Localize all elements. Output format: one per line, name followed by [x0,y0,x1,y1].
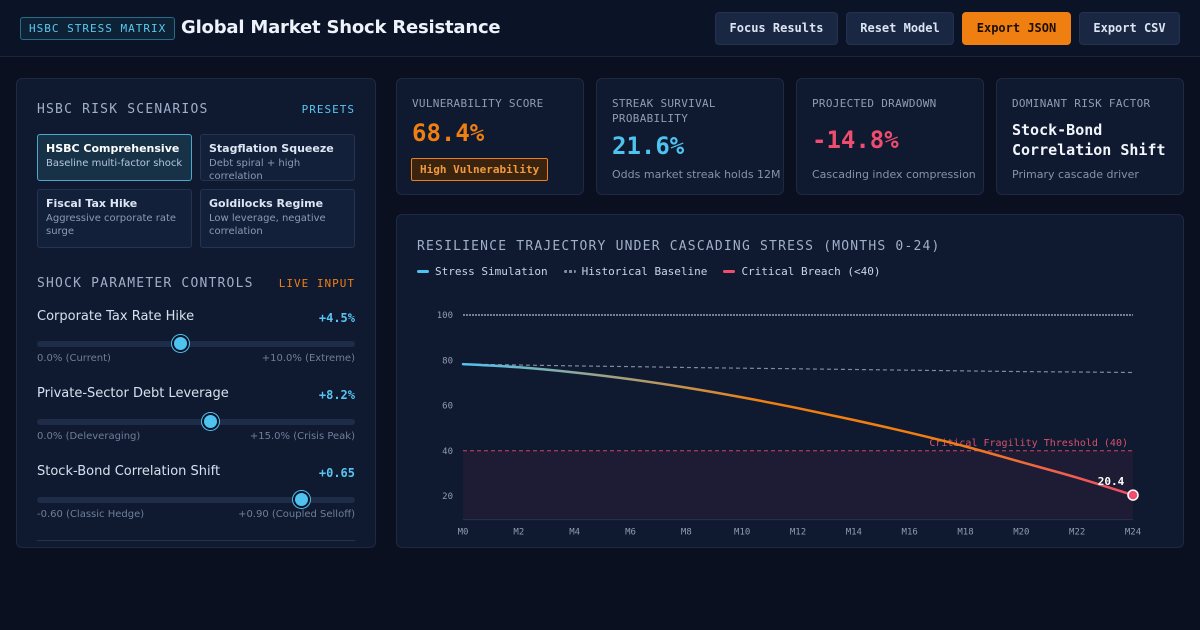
debt-leverage-slider[interactable] [37,413,355,430]
preset-fiscal-tax-hike[interactable]: Fiscal Tax Hike Aggressive corporate rat… [37,189,192,248]
tax-hike-label: Corporate Tax Rate Hike [37,309,195,324]
legend-baseline: Historical Baseline [563,265,708,278]
x-tick-label: M6 [625,528,636,538]
preset-goldilocks-regime[interactable]: Goldilocks Regime Low leverage, negative… [200,189,355,248]
correlation-shift-min: -0.60 (Classic Hedge) [37,509,145,520]
x-tick-label: M16 [902,528,918,538]
legend-critical: Critical Breach (<40) [723,265,881,278]
legend-label: Stress Simulation [435,265,548,278]
survival-card: STREAK SURVIVAL PROBABILITY 21.6% Odds m… [596,78,784,195]
x-tick-label: M20 [1013,528,1029,538]
live-input-tag: LIVE INPUT [278,277,355,290]
x-tick-label: M8 [681,528,692,538]
legend-label: Critical Breach (<40) [741,265,881,278]
correlation-shift-slider[interactable] [37,491,355,508]
chart-title: RESILIENCE TRAJECTORY UNDER CASCADING ST… [417,239,941,254]
y-tick-label: 80 [442,356,453,366]
tax-hike-slider-thumb[interactable] [171,335,189,352]
x-tick-label: M14 [846,528,862,538]
vulnerability-label: VULNERABILITY SCORE [412,97,544,110]
x-tick-label: M2 [513,528,524,538]
survival-value: 21.6% [612,132,685,160]
legend-swatch-baseline [563,270,576,273]
y-tick-label: 40 [442,447,453,457]
debt-leverage-min: 0.0% (Deleveraging) [37,431,141,442]
export-json-button[interactable]: Export JSON [962,12,1071,45]
x-tick-label: M10 [734,528,750,538]
legend-swatch-critical [723,270,736,273]
preset-title: Fiscal Tax Hike [46,197,138,210]
x-tick-label: M4 [569,528,580,538]
preset-title: HSBC Comprehensive [46,142,180,155]
legend-stress: Stress Simulation [417,265,548,278]
preset-desc: Aggressive corporate rate surge [46,213,177,237]
y-tick-label: 60 [442,402,453,412]
preset-stagflation-squeeze[interactable]: Stagflation Squeeze Debt spiral + high c… [200,134,355,182]
trajectory-chart: Critical Fragility Threshold (40) 100 80 60… [437,311,1141,538]
focus-results-button[interactable]: Focus Results [715,12,838,45]
y-tick-label: 20 [442,492,453,502]
risk-factor-card: DOMINANT RISK FACTOR Stock-Bond Correlat… [996,78,1184,195]
tax-hike-value: +4.5% [318,311,355,325]
debt-leverage-value: +8.2% [318,388,355,402]
x-tick-label: M22 [1069,528,1085,538]
debt-leverage-label: Private-Sector Debt Leverage [37,386,229,401]
reset-model-button[interactable]: Reset Model [846,12,954,45]
export-csv-button[interactable]: Export CSV [1079,12,1180,45]
threshold-label: Critical Fragility Threshold (40) [929,438,1128,449]
controls-heading: SHOCK PARAMETER CONTROLS [37,276,254,291]
correlation-shift-slider-thumb[interactable] [293,491,311,508]
preset-hsbc-comprehensive[interactable]: HSBC Comprehensive Baseline multi-factor… [37,134,192,181]
correlation-shift-max: +0.90 (Coupled Selloff) [238,509,355,520]
vulnerability-card: VULNERABILITY SCORE 68.4% High Vulnerabi… [396,78,584,195]
control-panel: HSBC RISK SCENARIOS PRESETS HSBC Compreh… [16,78,376,548]
vulnerability-value: 68.4% [412,119,485,147]
top-bar: HSBC STRESS MATRIX Global Market Shock R… [0,0,1200,57]
survival-label: STREAK SURVIVAL PROBABILITY [612,97,716,125]
drawdown-label: PROJECTED DRAWDOWN [812,97,937,110]
presets-tag: PRESETS [301,103,355,116]
correlation-shift-value: +0.65 [318,466,355,480]
x-tick-label: M24 [1125,528,1141,538]
tax-hike-max: +10.0% (Extreme) [261,353,355,364]
tax-hike-min: 0.0% (Current) [37,353,111,364]
page-title: Global Market Shock Resistance [181,17,501,38]
debt-leverage-max: +15.0% (Crisis Peak) [249,431,355,442]
critical-zone [463,450,1133,520]
correlation-shift-label: Stock-Bond Correlation Shift [37,464,221,479]
preset-desc: Baseline multi-factor shock [46,158,183,169]
legend-label: Historical Baseline [581,265,708,278]
preset-title: Stagflation Squeeze [209,142,334,155]
brand-badge: HSBC STRESS MATRIX [20,17,176,40]
preset-desc: Low leverage, negative correlation [209,213,326,237]
x-tick-label: M12 [790,528,806,538]
survival-sub: Odds market streak holds 12M [612,168,781,181]
risk-factor-sub: Primary cascade driver [1012,168,1139,181]
tax-hike-slider[interactable] [37,335,355,352]
risk-factor-value: Stock-Bond Correlation Shift [1012,121,1166,159]
drawdown-value: -14.8% [812,126,899,154]
drawdown-sub: Cascading index compression [812,168,976,181]
end-point-label: 20.4 [1098,475,1125,488]
chart-legend: Stress Simulation Historical Baseline Cr… [417,265,881,278]
x-tick-label: M0 [458,528,469,538]
legend-swatch-stress [417,270,429,273]
stress-series-line [461,362,1135,497]
status-badge: High Vulnerability [411,158,549,181]
end-point-marker [1127,489,1139,501]
y-tick-label: 100 [437,311,453,321]
debt-leverage-slider-thumb[interactable] [202,413,220,430]
preset-desc: Debt spiral + high correlation [209,158,301,182]
trajectory-chart-panel: RESILIENCE TRAJECTORY UNDER CASCADING ST… [396,214,1184,548]
drawdown-card: PROJECTED DRAWDOWN -14.8% Cascading inde… [796,78,984,195]
scenarios-heading: HSBC RISK SCENARIOS [37,102,209,117]
x-tick-label: M18 [957,528,973,538]
preset-title: Goldilocks Regime [209,197,324,210]
panel-divider [37,540,355,547]
risk-factor-label: DOMINANT RISK FACTOR [1012,97,1151,110]
